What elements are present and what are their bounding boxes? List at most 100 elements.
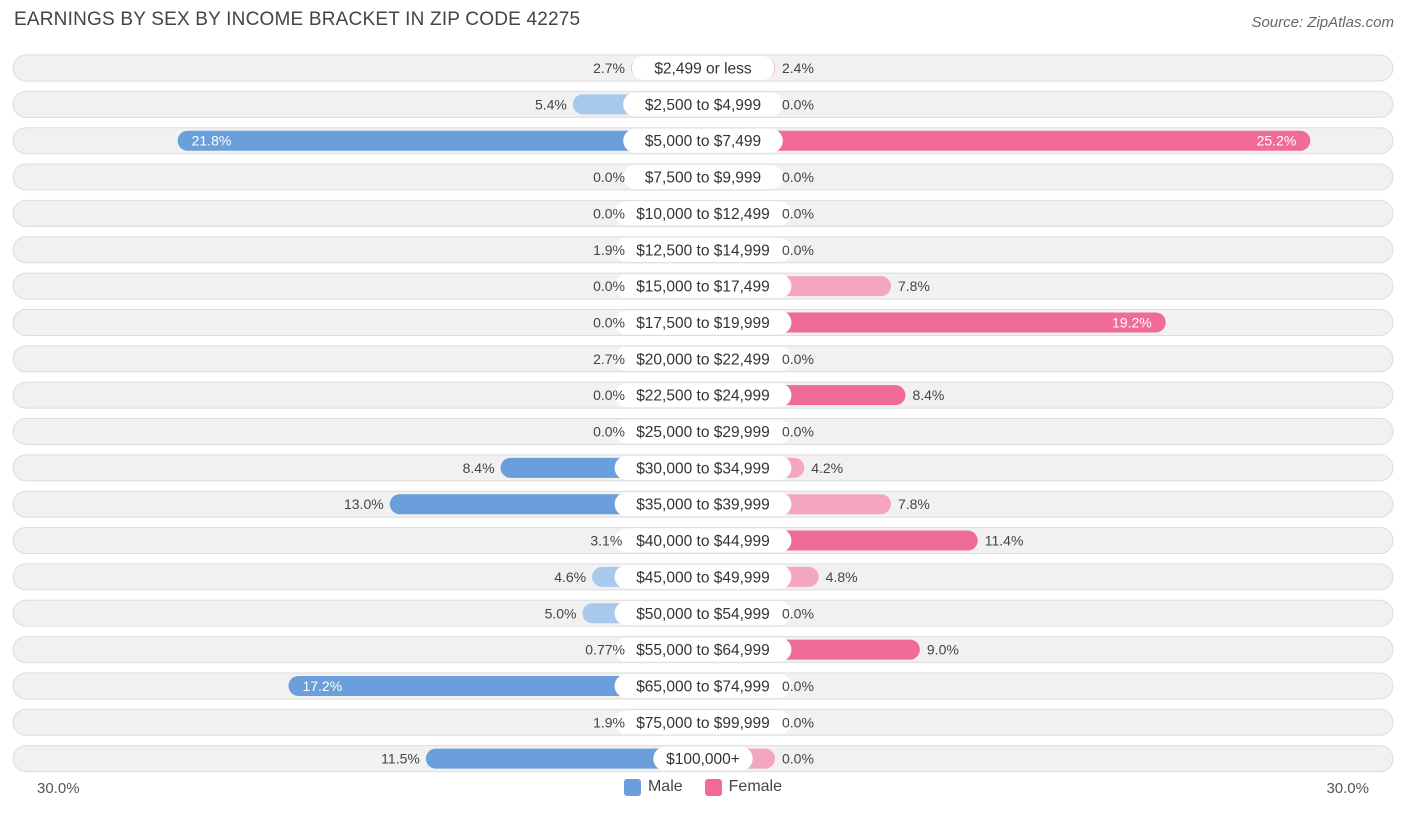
- female-bar[interactable]: [703, 312, 1166, 333]
- male-value-label: 17.2%: [302, 678, 342, 694]
- male-value-label: 11.5%: [381, 751, 420, 767]
- source-label: Source: ZipAtlas.com: [1251, 14, 1394, 31]
- male-value-label: 0.0%: [593, 424, 625, 440]
- chart-title: EARNINGS BY SEX BY INCOME BRACKET IN ZIP…: [14, 9, 581, 30]
- male-value-label: 2.7%: [593, 351, 625, 367]
- legend-label-female: Female: [728, 778, 783, 795]
- male-value-label: 0.0%: [593, 205, 625, 221]
- category-label-pill: [614, 601, 792, 626]
- category-label-pill: [614, 528, 792, 553]
- table-row[interactable]: $25,000 to $29,999 0.0% 0.0%: [12, 418, 1394, 445]
- category-label: $75,000 to $99,999: [636, 715, 770, 732]
- legend-label-male: Male: [647, 778, 683, 795]
- category-label-pill: [623, 92, 783, 117]
- table-row[interactable]: $2,499 or less 2.7% 2.4%: [12, 54, 1394, 82]
- table-row[interactable]: $45,000 to $49,999 4.6% 4.8%: [12, 563, 1394, 591]
- category-label-pill: [614, 710, 792, 735]
- category-label-pill: [623, 165, 783, 190]
- female-value-label: 0.0%: [782, 205, 814, 221]
- category-label-pill: [614, 492, 792, 517]
- female-value-label: 0.0%: [782, 678, 814, 694]
- male-bar[interactable]: [288, 675, 703, 696]
- female-value-label: 0.0%: [782, 605, 814, 621]
- table-row[interactable]: $20,000 to $22,499 2.7% 0.0%: [12, 345, 1394, 373]
- table-row[interactable]: $10,000 to $12,499 0.0% 0.0%: [12, 199, 1394, 227]
- female-value-label: 11.4%: [985, 533, 1024, 549]
- female-value-label: 9.0%: [927, 642, 959, 658]
- category-label-pill: [623, 128, 783, 153]
- table-row[interactable]: $55,000 to $64,999 0.77% 9.0%: [12, 636, 1394, 664]
- category-label: $2,500 to $4,999: [645, 97, 761, 114]
- category-label: $22,500 to $24,999: [636, 388, 770, 405]
- category-label: $15,000 to $17,499: [636, 279, 770, 296]
- table-row[interactable]: $17,500 to $19,999 0.0% 19.2%: [12, 308, 1394, 336]
- male-value-label: 21.8%: [192, 133, 232, 149]
- legend-swatch-male: [623, 778, 641, 796]
- category-label: $2,499 or less: [654, 61, 752, 78]
- category-label-pill: [614, 455, 792, 480]
- table-row[interactable]: $15,000 to $17,499 0.0% 7.8%: [12, 272, 1394, 300]
- table-row[interactable]: $2,500 to $4,999 5.4% 0.0%: [12, 90, 1394, 118]
- category-label-pill: [614, 419, 792, 444]
- male-bar[interactable]: [425, 748, 703, 769]
- category-label: $35,000 to $39,999: [636, 497, 770, 514]
- female-bar[interactable]: [703, 130, 1311, 151]
- category-label: $65,000 to $74,999: [636, 678, 770, 695]
- table-row[interactable]: $30,000 to $34,999 8.4% 4.2%: [12, 454, 1394, 482]
- category-label: $45,000 to $49,999: [636, 569, 770, 586]
- category-label: $10,000 to $12,499: [636, 206, 770, 223]
- axis-label-left: 30.0%: [37, 780, 80, 797]
- table-row[interactable]: $12,500 to $14,999 1.9% 0.0%: [12, 236, 1394, 264]
- female-value-label: 7.8%: [898, 496, 930, 512]
- table-row[interactable]: $22,500 to $24,999 0.0% 8.4%: [12, 381, 1394, 409]
- female-value-label: 0.0%: [782, 351, 814, 367]
- male-bar[interactable]: [177, 130, 703, 151]
- table-row[interactable]: $50,000 to $54,999 5.0% 0.0%: [12, 599, 1394, 627]
- table-row[interactable]: $75,000 to $99,999 1.9% 0.0%: [12, 708, 1394, 736]
- table-row[interactable]: $35,000 to $39,999 13.0% 7.8%: [12, 490, 1394, 518]
- female-value-label: 2.4%: [782, 60, 814, 76]
- category-label: $5,000 to $7,499: [645, 133, 761, 150]
- table-row[interactable]: $7,500 to $9,999 0.0% 0.0%: [12, 163, 1394, 191]
- male-value-label: 8.4%: [463, 460, 495, 476]
- male-value-label: 3.1%: [590, 533, 622, 549]
- axis-label-right: 30.0%: [1326, 780, 1369, 797]
- category-label-pill: [614, 564, 792, 589]
- female-value-label: 25.2%: [1257, 133, 1297, 149]
- category-label-pill: [614, 673, 792, 698]
- table-row[interactable]: $5,000 to $7,499 21.8% 25.2%: [12, 127, 1394, 155]
- category-label-pill: [614, 201, 792, 226]
- legend-item-female[interactable]: Female: [704, 778, 783, 796]
- female-value-label: 0.0%: [782, 169, 814, 185]
- male-value-label: 2.7%: [593, 60, 625, 76]
- male-value-label: 13.0%: [344, 496, 384, 512]
- category-label-pill: [614, 637, 792, 662]
- female-value-label: 7.8%: [898, 278, 930, 294]
- male-value-label: 0.77%: [585, 642, 625, 658]
- category-label-pill: [653, 746, 753, 771]
- male-value-label: 0.0%: [593, 387, 625, 403]
- table-row[interactable]: $40,000 to $44,999 3.1% 11.4%: [12, 527, 1394, 555]
- legend-swatch-female: [704, 778, 722, 796]
- male-value-label: 0.0%: [593, 278, 625, 294]
- female-value-label: 0.0%: [782, 96, 814, 112]
- male-value-label: 5.0%: [545, 605, 577, 621]
- male-value-label: 0.0%: [593, 169, 625, 185]
- category-label-pill: [614, 237, 792, 262]
- category-label-pill: [614, 346, 792, 371]
- male-value-label: 0.0%: [593, 314, 625, 330]
- female-value-label: 0.0%: [782, 714, 814, 730]
- female-value-label: 19.2%: [1112, 314, 1152, 330]
- legend: Male Female: [0, 778, 1406, 796]
- female-value-label: 4.8%: [826, 569, 858, 585]
- male-value-label: 5.4%: [535, 96, 567, 112]
- table-row[interactable]: $100,000+ 11.5% 0.0%: [12, 745, 1394, 773]
- category-label-pill: [614, 310, 792, 335]
- female-value-label: 8.4%: [912, 387, 944, 403]
- category-label: $20,000 to $22,499: [636, 351, 770, 368]
- table-row[interactable]: $65,000 to $74,999 17.2% 0.0%: [12, 672, 1394, 700]
- legend-item-male[interactable]: Male: [623, 778, 683, 796]
- category-label-pill: [614, 274, 792, 299]
- category-label: $40,000 to $44,999: [636, 533, 770, 550]
- category-label-pill: [614, 383, 792, 408]
